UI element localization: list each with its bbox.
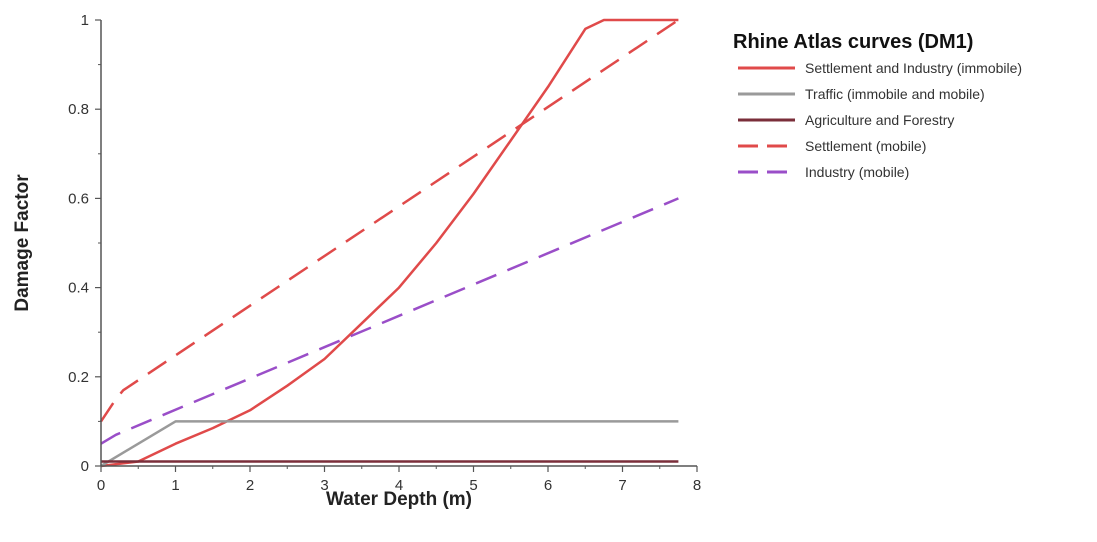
x-tick-label: 2: [246, 477, 254, 494]
x-tick-label: 4: [395, 477, 403, 494]
x-axis-label: Water Depth (m): [326, 489, 472, 510]
y-tick-label: 0.6: [68, 190, 89, 207]
legend: Rhine Atlas curves (DM1) Settlement and …: [733, 31, 1022, 180]
legend-label-3: Settlement (mobile): [805, 138, 926, 154]
x-tick-label: 0: [97, 477, 105, 494]
x-tick-label: 3: [320, 477, 328, 494]
x-tick-label: 1: [171, 477, 179, 494]
x-tick-label: 8: [693, 477, 701, 494]
y-tick-label: 1: [81, 12, 89, 29]
axes: [100, 20, 697, 467]
series-line-3: [99, 18, 680, 423]
y-tick-label: 0.4: [68, 280, 89, 297]
legend-label-1: Traffic (immobile and mobile): [805, 86, 985, 102]
series-line-0: [100, 18, 679, 468]
legend-label-2: Agriculture and Forestry: [805, 112, 954, 128]
plot-area: [99, 18, 680, 468]
y-tick-label: 0.8: [68, 101, 89, 118]
series-line-4: [100, 197, 679, 445]
legend-title: Rhine Atlas curves (DM1): [733, 31, 973, 53]
y-ticks: 0 0.2 0.4 0.6 0.8 1: [68, 12, 101, 475]
legend-label-4: Industry (mobile): [805, 164, 909, 180]
x-tick-label: 5: [469, 477, 477, 494]
y-axis-label: Damage Factor: [12, 174, 33, 312]
series-line-1: [100, 420, 679, 468]
x-tick-label: 6: [544, 477, 552, 494]
x-ticks: 0 1 2 3 4 5 6 7 8: [97, 466, 701, 494]
y-tick-label: 0.2: [68, 369, 89, 386]
legend-label-0: Settlement and Industry (immobile): [805, 60, 1022, 76]
x-tick-label: 7: [618, 477, 626, 494]
legend-items: Settlement and Industry (immobile) Traffi…: [738, 60, 1022, 180]
y-tick-label: 0: [81, 458, 89, 475]
